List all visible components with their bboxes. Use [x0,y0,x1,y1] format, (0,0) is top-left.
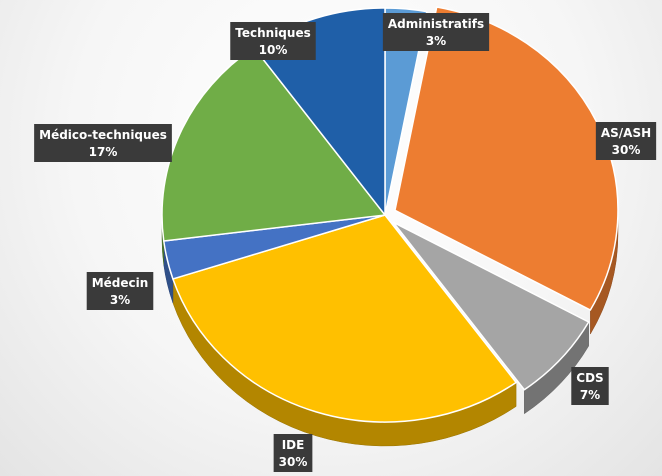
pie-slices [161,6,619,423]
data-label-background [273,434,313,472]
data-label-value: 7% [580,388,600,402]
data-label-value: 3% [110,293,130,307]
data-label-category: Administratifs [388,17,484,31]
data-label-administratifs: Administratifs 3% [382,13,490,51]
slice-ide [172,214,517,423]
data-label-background [382,13,490,51]
slice-medico-techniques [161,46,386,242]
data-label-value: 3% [426,34,446,48]
data-label-background [571,367,609,405]
slice-cds [392,221,590,391]
data-label-medecin: Médecin 3% [86,272,154,310]
data-label-background [34,124,172,162]
data-label-category: AS/ASH [601,126,651,140]
data-label-background [230,22,316,60]
data-label-category: IDE [282,438,305,452]
data-label-medico-techniques: Médico-techniques 17% [34,124,172,162]
data-label-ide: IDE 30% [273,434,313,472]
data-label-techniques: Techniques 10% [230,22,316,60]
data-label-category: CDS [576,371,603,385]
data-label-category: Techniques [235,26,310,40]
data-label-value: 10% [259,43,288,57]
data-label-value: 30% [612,143,641,157]
data-label-cds: CDS 7% [571,367,609,405]
data-label-value: 17% [89,145,118,159]
data-label-background [86,272,154,310]
data-labels: Administratifs 3% AS/ASH 30% CDS 7% IDE 30% Méde… [34,13,657,472]
data-label-background [595,122,657,160]
data-label-category: Médecin [92,276,149,290]
data-label-as-ash: AS/ASH 30% [595,122,657,160]
data-label-category: Médico-techniques [39,128,167,142]
data-label-value: 30% [279,455,308,469]
